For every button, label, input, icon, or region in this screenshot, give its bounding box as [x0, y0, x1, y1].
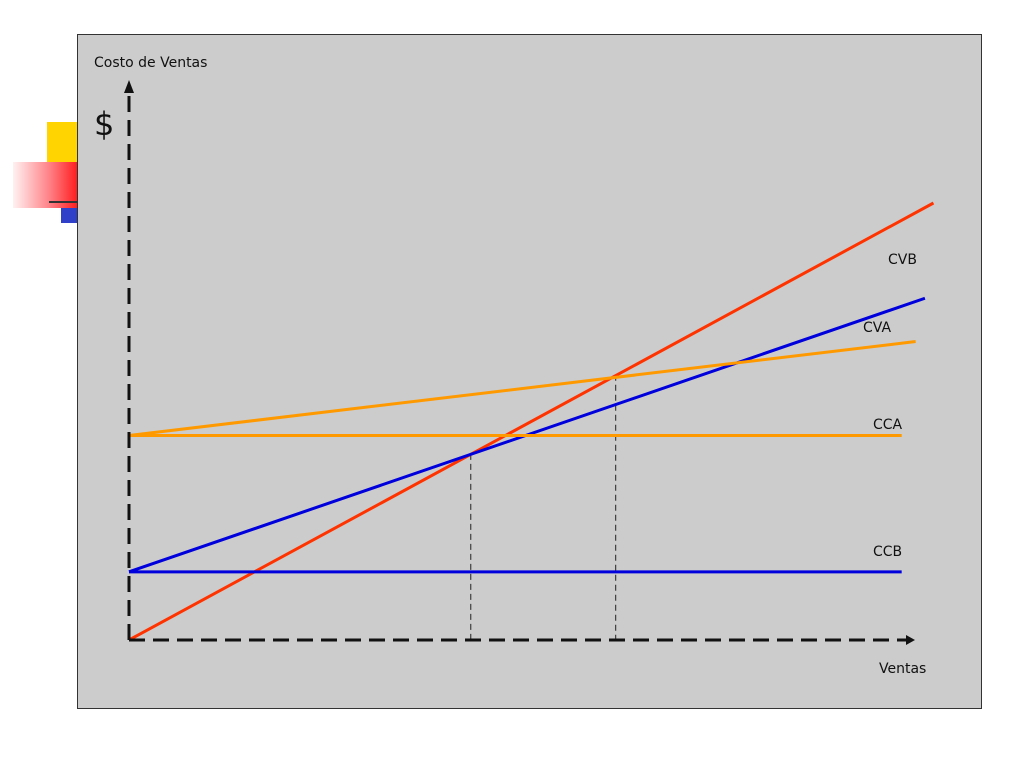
x-axis-title: Ventas	[879, 661, 927, 677]
chart-panel: Costo de Ventas $ Ventas CVB CVA CCA CCB	[77, 34, 982, 709]
series-label-cvb: CVB	[888, 252, 917, 268]
series-line-unlabeled-5	[128, 340, 916, 437]
decorative-yellow-square	[47, 122, 79, 162]
y-axis-title: Costo de Ventas	[94, 55, 208, 71]
decorative-blue-square	[61, 208, 79, 223]
series-label-ccb: CCB	[873, 544, 903, 560]
y-axis-currency-symbol: $	[94, 105, 115, 143]
cost-chart	[124, 80, 935, 645]
decorative-line	[49, 201, 79, 203]
x-axis-arrow-icon	[906, 635, 915, 645]
decorative-red-gradient-block	[13, 162, 81, 208]
series-line-cvb	[128, 201, 935, 642]
series-label-cca: CCA	[873, 417, 903, 433]
y-axis-arrow-icon	[124, 80, 134, 93]
series-label-cva: CVA	[863, 320, 892, 336]
